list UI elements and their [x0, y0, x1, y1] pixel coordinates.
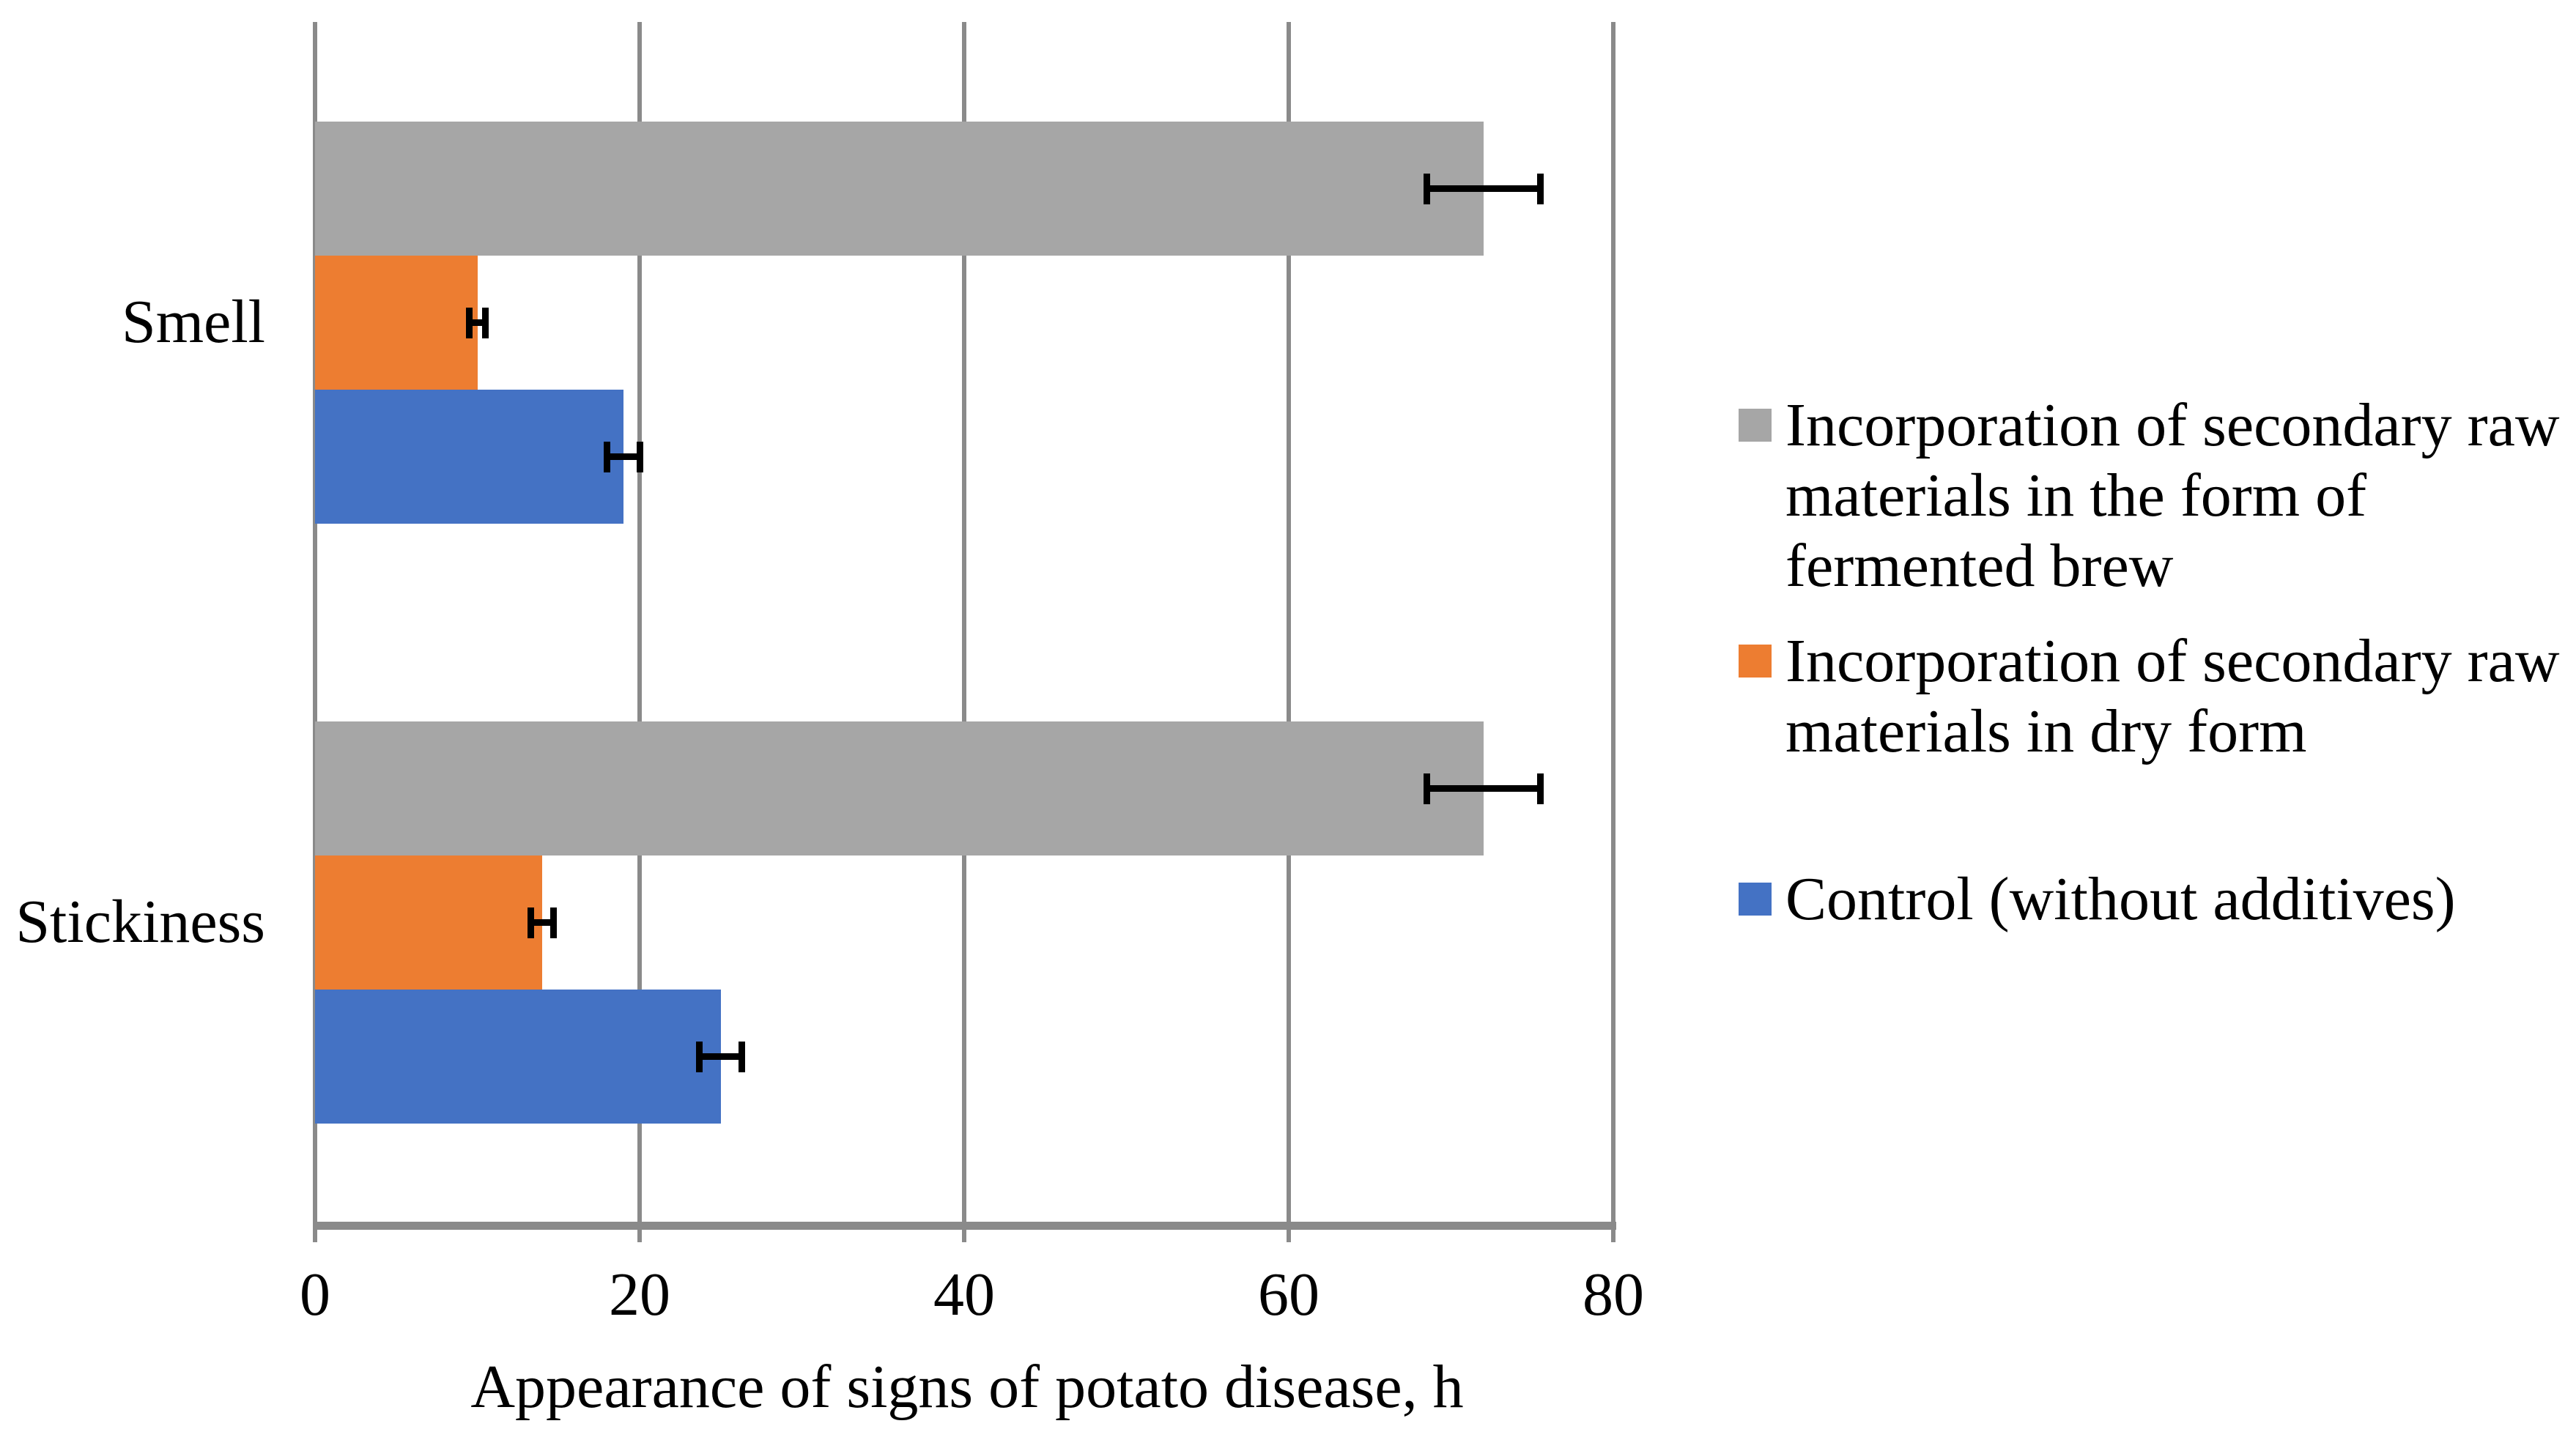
error-bar-stickiness-control	[699, 1053, 742, 1060]
error-bar-stickiness-dry-form-cap-left	[528, 907, 535, 938]
bar-smell-control	[315, 390, 623, 524]
error-bar-smell-dry-form	[469, 319, 486, 326]
error-bar-stickiness-fermented-brew-cap-left	[1423, 773, 1430, 804]
legend-item-fermented-brew: Incorporation of secondary raw materials…	[1739, 390, 2576, 601]
legend-swatch-control	[1739, 883, 1772, 916]
category-label-smell: Smell	[121, 288, 265, 356]
error-bar-smell-fermented-brew-cap-right	[1536, 173, 1544, 204]
gridline-20	[637, 22, 642, 1242]
error-bar-stickiness-fermented-brew-cap-right	[1536, 773, 1544, 804]
error-bar-smell-fermented-brew	[1426, 185, 1541, 192]
x-tick-label-80: 80	[1583, 1261, 1644, 1329]
gridline-0	[313, 22, 317, 1242]
x-tick-label-40: 40	[933, 1261, 995, 1329]
legend-line: Control (without additives)	[1785, 865, 2456, 933]
legend-line: materials in the form of	[1785, 461, 2367, 530]
legend-item-control: Control (without additives)	[1739, 864, 2576, 935]
legend-line: fermented brew	[1785, 532, 2174, 600]
legend-line: Incorporation of secondary raw	[1785, 627, 2560, 695]
error-bar-stickiness-dry-form	[530, 919, 554, 926]
legend-label-dry-form: Incorporation of secondary raw materials…	[1785, 626, 2560, 767]
error-bar-smell-dry-form-cap-left	[465, 307, 473, 338]
gridline-60	[1287, 22, 1291, 1242]
legend-line: materials in dry form	[1785, 697, 2307, 765]
x-tick-label-60: 60	[1258, 1261, 1320, 1329]
bar-stickiness-dry-form	[315, 855, 543, 990]
error-bar-smell-fermented-brew-cap-left	[1423, 173, 1430, 204]
error-bar-smell-control	[607, 453, 640, 460]
error-bar-smell-dry-form-cap-right	[482, 307, 489, 338]
legend-label-control: Control (without additives)	[1785, 864, 2456, 935]
legend-item-dry-form: Incorporation of secondary raw materials…	[1739, 626, 2576, 767]
error-bar-stickiness-dry-form-cap-right	[550, 907, 558, 938]
error-bar-stickiness-fermented-brew	[1426, 785, 1541, 792]
x-axis-title: Appearance of signs of potato disease, h	[470, 1353, 1464, 1421]
error-bar-smell-control-cap-left	[604, 441, 611, 472]
error-bar-smell-control-cap-right	[636, 441, 643, 472]
legend-label-fermented-brew: Incorporation of secondary raw materials…	[1785, 390, 2560, 601]
x-axis-line	[313, 1222, 1616, 1230]
bar-stickiness-control	[315, 990, 721, 1124]
x-tick-label-20: 20	[609, 1261, 670, 1329]
error-bar-stickiness-control-cap-left	[696, 1041, 703, 1072]
bar-stickiness-fermented-brew	[315, 721, 1484, 855]
legend-line: Incorporation of secondary raw	[1785, 391, 2560, 459]
legend-swatch-fermented-brew	[1739, 409, 1772, 442]
legend-swatch-dry-form	[1739, 645, 1772, 678]
bar-smell-dry-form	[315, 256, 478, 390]
gridline-80	[1611, 22, 1615, 1242]
gridline-40	[962, 22, 966, 1242]
bar-smell-fermented-brew	[315, 122, 1484, 256]
category-label-stickiness: Stickiness	[15, 888, 265, 956]
x-tick-label-0: 0	[300, 1261, 330, 1329]
error-bar-stickiness-control-cap-right	[739, 1041, 746, 1072]
legend: Incorporation of secondary raw materials…	[1739, 390, 2576, 935]
